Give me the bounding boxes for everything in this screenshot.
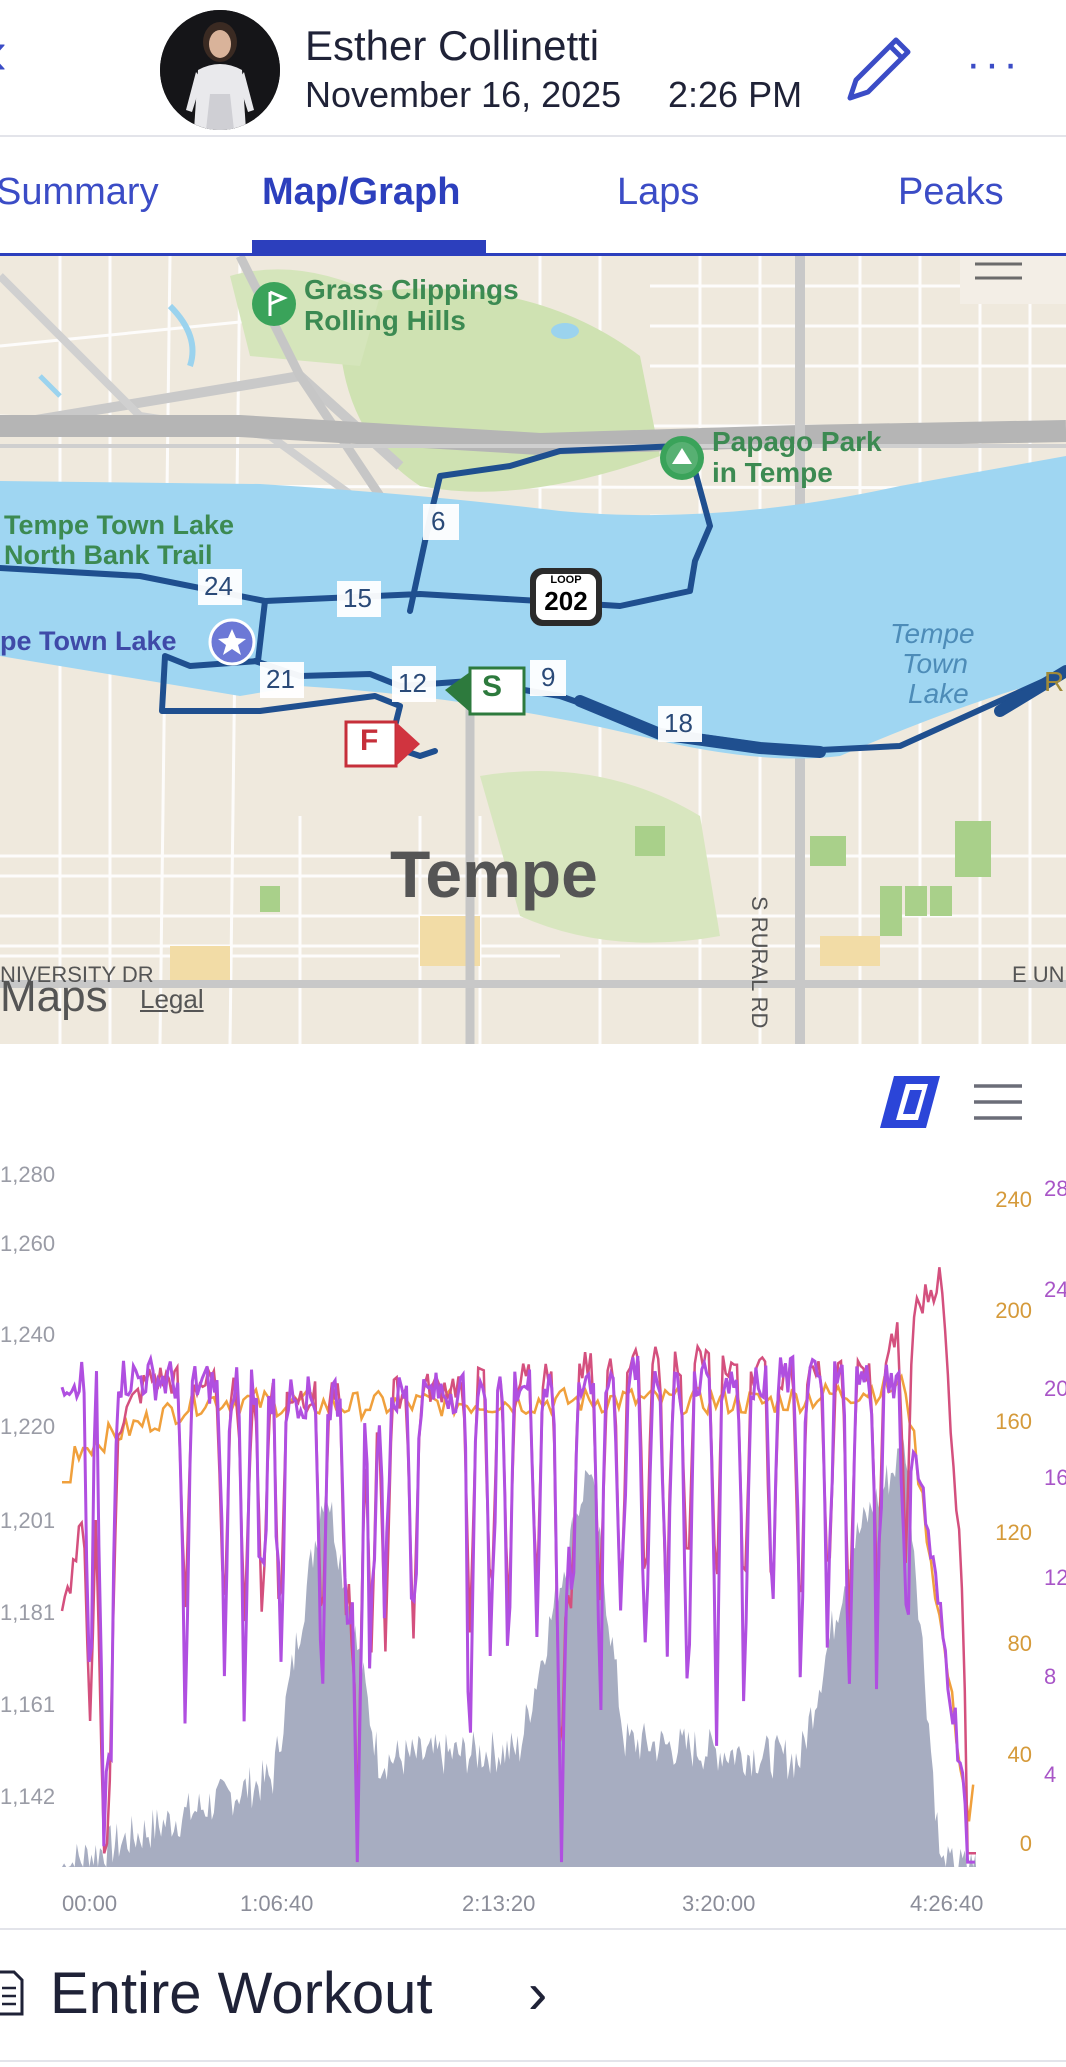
map-label-rural-rd: S RURAL RD: [747, 896, 772, 1029]
map-label-rolling-hills: Rolling Hills: [304, 305, 466, 336]
left-axis-tick-label: 1,220: [0, 1414, 55, 1439]
left-axis-tick-label: 1,201: [0, 1508, 55, 1533]
left-axis-tick-label: 1,260: [0, 1231, 55, 1256]
apple-maps-logo: Maps: [0, 972, 108, 1021]
left-axis-tick-label: 1,240: [0, 1322, 55, 1347]
route-map[interactable]: Grass Clippings Rolling Hills Papago Par…: [0, 256, 1066, 1044]
chevron-right-icon[interactable]: ›: [528, 1961, 548, 2026]
right-axis-speed-tick-label: 28: [1044, 1176, 1066, 1201]
mile-marker-24: 24: [204, 571, 233, 601]
tab-summary[interactable]: Summary: [0, 171, 159, 213]
finish-flag[interactable]: F: [360, 724, 379, 757]
speed-line-series: [60, 1353, 975, 1864]
mile-marker-18: 18: [664, 708, 693, 738]
map-label-north-bank-trail: North Bank Trail: [4, 540, 213, 570]
trainingpeaks-logo-icon[interactable]: [880, 1074, 942, 1130]
left-axis-tick-label: 1,142: [0, 1784, 55, 1809]
mile-marker-9: 9: [541, 662, 556, 692]
workout-time: 2:26 PM: [668, 74, 803, 115]
loop-number: 202: [544, 586, 588, 616]
more-dots-icon[interactable]: ···: [966, 39, 1022, 88]
avatar[interactable]: [160, 10, 280, 130]
tab-map-graph[interactable]: Map/Graph: [262, 171, 461, 213]
left-axis-tick-label: 1,280: [0, 1162, 55, 1187]
x-axis-tick-label: 4:26:40: [910, 1891, 983, 1916]
workout-date: November 16, 2025: [305, 74, 622, 115]
map-label-papago-park: Papago Park: [712, 426, 882, 457]
right-axis-cadence-tick-label: 240: [995, 1187, 1032, 1212]
right-axis-speed-tick-label: 12: [1044, 1565, 1066, 1590]
right-axis-cadence-tick-label: 80: [1008, 1631, 1032, 1656]
elevation-area-series: [62, 1439, 976, 1867]
right-axis-speed-tick-label: 24: [1044, 1277, 1066, 1302]
mile-marker-12: 12: [398, 668, 427, 698]
map-label-lake-2: Town: [902, 648, 968, 679]
x-axis-tick-label: 1:06:40: [240, 1891, 313, 1916]
right-axis-cadence-tick-label: 120: [995, 1520, 1032, 1545]
tab-laps[interactable]: Laps: [617, 171, 700, 213]
map-label-lake-1: Tempe: [890, 618, 975, 649]
right-axis-speed-tick-label: 20: [1044, 1376, 1066, 1401]
loop-label: LOOP: [550, 574, 582, 586]
x-axis-tick-label: 3:20:00: [682, 1891, 755, 1916]
map-label-city: Tempe: [390, 837, 598, 911]
map-label-e-un: E UN: [1012, 962, 1065, 987]
pencil-icon[interactable]: [838, 30, 918, 110]
map-label-tempe-town-lake-trail: Tempe Town Lake: [4, 510, 235, 540]
left-axis-tick-label: 1,181: [0, 1600, 55, 1625]
map-legal-link[interactable]: Legal: [140, 984, 204, 1014]
map-label-tempe-town-lake-poi: pe Town Lake: [0, 626, 177, 656]
map-canvas: [0, 256, 1066, 1044]
left-axis-tick-label: 1,161: [0, 1692, 55, 1717]
document-icon: [0, 1970, 24, 2016]
right-axis-cadence-tick-label: 160: [995, 1409, 1032, 1434]
right-axis-speed-tick-label: 8: [1044, 1664, 1056, 1689]
hamburger-menu-icon[interactable]: [972, 1082, 1024, 1122]
athlete-name: Esther Collinetti: [305, 22, 600, 69]
chevron-left-icon[interactable]: ‹: [0, 20, 7, 84]
map-label-in-tempe: in Tempe: [712, 457, 833, 488]
tab-bar: Summary Map/Graph Laps Peaks: [0, 137, 1066, 256]
tab-peaks[interactable]: Peaks: [898, 171, 1004, 213]
right-axis-speed-tick-label: 4: [1044, 1762, 1056, 1787]
mile-marker-6: 6: [431, 506, 446, 536]
right-axis-cadence-tick-label: 200: [995, 1298, 1032, 1323]
header-bar: ‹ Esther Collinetti November 16, 2025 2:…: [0, 0, 1066, 137]
right-axis-speed-tick-label: 16: [1044, 1465, 1066, 1490]
mile-marker-15: 15: [343, 583, 372, 613]
avatar-photo: [160, 10, 280, 130]
range-title: Entire Workout: [50, 1961, 433, 2026]
x-axis-tick-label: 2:13:20: [462, 1891, 535, 1916]
x-axis-tick-label: 00:00: [62, 1891, 117, 1916]
workout-chart[interactable]: 1,280 1,260 1,240 1,220 1,201 1,181 1,161 1,142…: [0, 1044, 1066, 1924]
right-axis-cadence-tick-label: 0: [1020, 1831, 1032, 1856]
mile-marker-21: 21: [266, 664, 295, 694]
right-axis-cadence-tick-label: 40: [1008, 1742, 1032, 1767]
active-tab-indicator: [252, 240, 486, 253]
workout-graph-section: 1,280 1,260 1,240 1,220 1,201 1,181 1,161 1,142…: [0, 1044, 1066, 1924]
workout-range-row[interactable]: Entire Workout ›: [0, 1928, 1066, 2062]
map-label-university-dr: NIVERSITY DR: [0, 962, 154, 987]
start-flag[interactable]: S: [482, 670, 503, 703]
loop-202-shield: [530, 568, 602, 626]
map-label-lake-3: Lake: [908, 678, 969, 709]
map-label-r: R: [1044, 666, 1065, 697]
map-label-grass-clippings: Grass Clippings: [304, 274, 519, 305]
